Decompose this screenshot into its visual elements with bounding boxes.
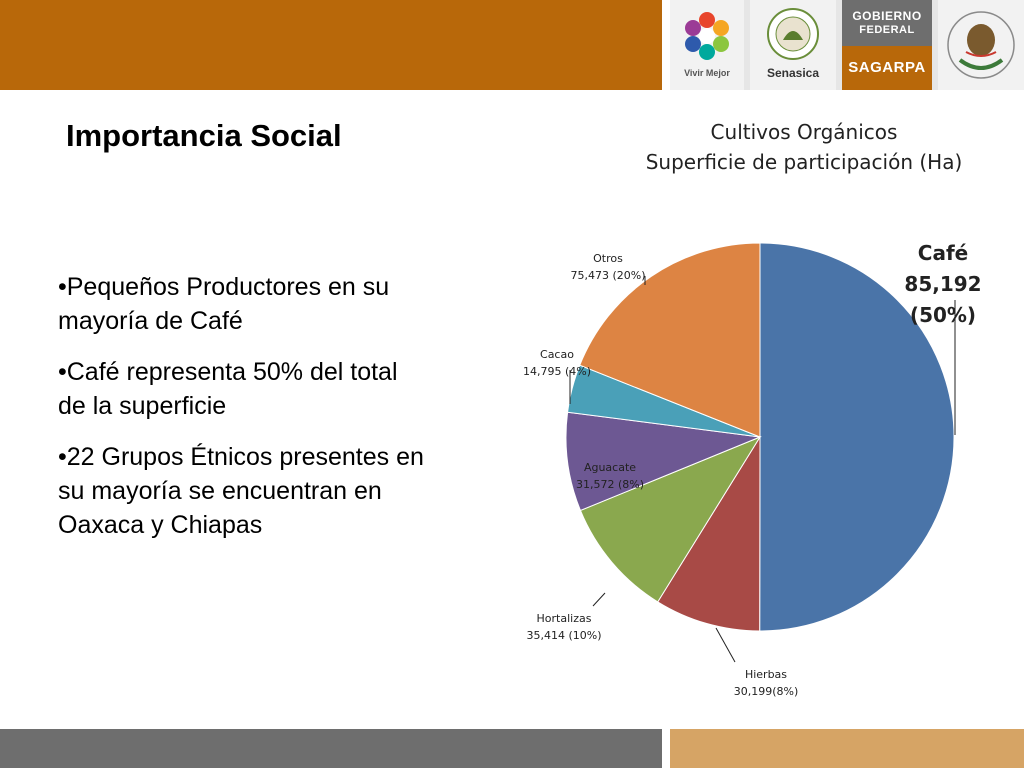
data-label-aguacate: Aguacate 31,572 (8%) (576, 461, 644, 491)
bullet-item: •22 Grupos Étnicos presentes en su mayor… (58, 443, 424, 539)
bullet-item: •Café representa 50% del total de la sup… (58, 358, 398, 420)
pie-slice-otros (579, 242, 761, 438)
vivir-mejor-text: Vivir Mejor (684, 68, 730, 78)
header-gap (662, 0, 670, 90)
logo-strip: Vivir Mejor Senasica GOBIERNO FEDERAL SA… (670, 0, 1024, 90)
pie-slice-hierbas (657, 435, 761, 632)
sagarpa-text: SAGARPA (848, 59, 926, 76)
chart-title: Cultivos Orgánicos (710, 120, 898, 144)
footer-bar-tan (670, 729, 1024, 768)
vivir-mejor-logo: Vivir Mejor (670, 0, 744, 90)
header-bar (0, 0, 662, 90)
leader-line-hortalizas (592, 592, 606, 607)
vivir-mejor-flower-icon (685, 12, 729, 60)
sagarpa-logo: GOBIERNO FEDERAL SAGARPA (842, 0, 932, 90)
pie-slice-aguacate (565, 411, 762, 512)
escudo-nacional-logo (938, 0, 1024, 90)
footer-bar-grey (0, 729, 662, 768)
data-label-hortalizas: Hortalizas 35,414 (10%) (526, 612, 601, 642)
chart-subtitle: Superficie de participación (Ha) (645, 150, 963, 174)
data-label-hierbas: Hierbas 30,199(8%) (734, 668, 799, 698)
gobierno-federal-block: GOBIERNO FEDERAL (842, 0, 932, 46)
national-coat-of-arms-icon (947, 11, 1015, 79)
senasica-text: Senasica (766, 66, 820, 80)
data-label-cacao: Cacao 14,795 (4%) (523, 348, 591, 378)
bullet-item: •Pequeños Productores en su mayoría de C… (58, 273, 390, 335)
data-label-café: Café 85,192 (50%) (904, 241, 981, 327)
gobierno-text: GOBIERNO (852, 9, 922, 23)
senasica-logo: Senasica (750, 0, 836, 90)
leader-line-hierbas (715, 627, 736, 663)
footer-gap (662, 729, 670, 768)
senasica-seal-icon (767, 8, 819, 60)
pie-slice-hortalizas (579, 435, 762, 603)
federal-text: FEDERAL (859, 24, 915, 36)
slide-title: Importancia Social (66, 118, 342, 153)
bullet-list: •Pequeños Productores en su mayoría de C… (58, 270, 428, 559)
data-label-otros: Otros 75,473 (20%) (570, 252, 645, 282)
pie-slice-café (759, 242, 955, 632)
sagarpa-block: SAGARPA (842, 46, 932, 90)
